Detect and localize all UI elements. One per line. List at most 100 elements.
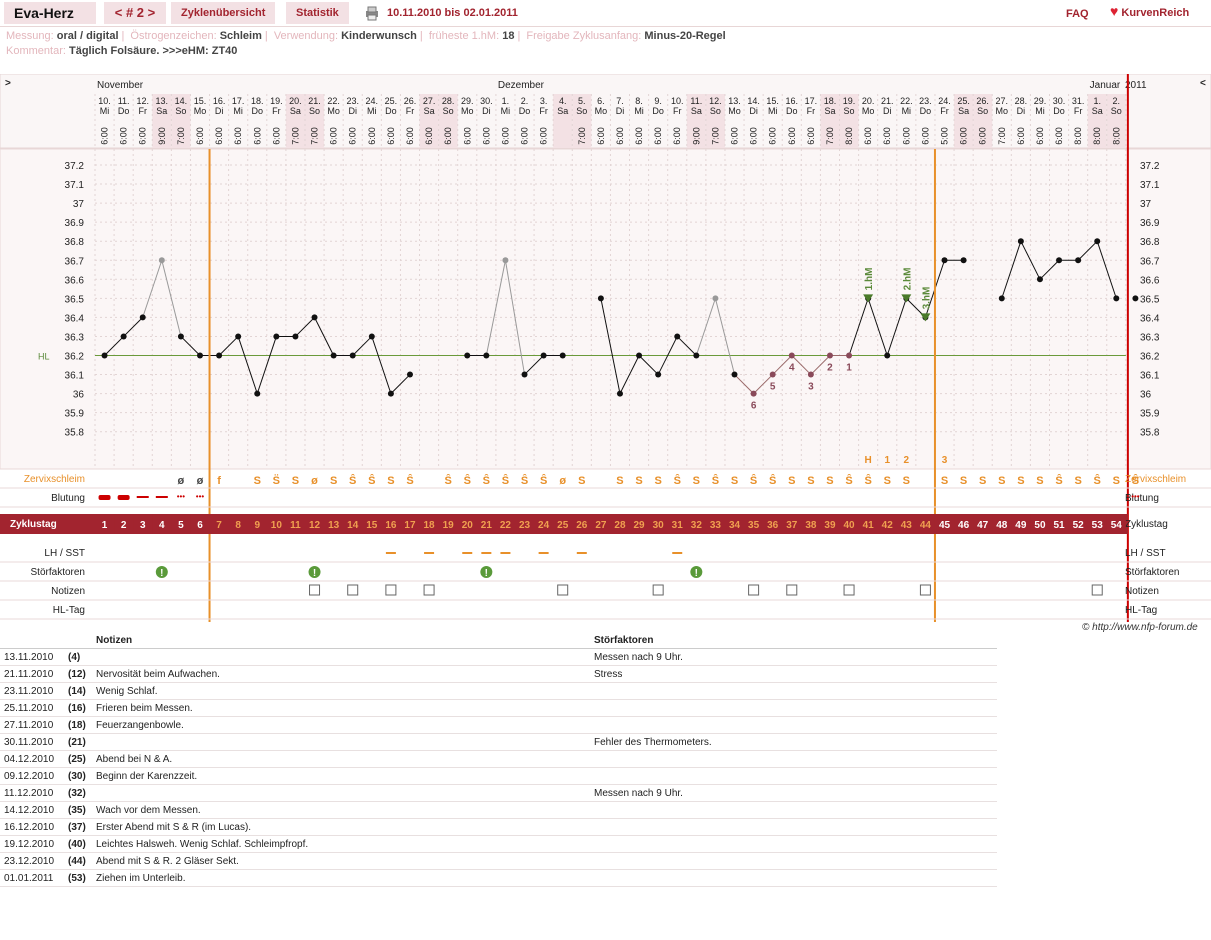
measure-time: 6:00: [749, 127, 759, 145]
weekend-shade: [1106, 94, 1126, 148]
day-weekday: Mi: [367, 106, 377, 116]
note-stoer: [590, 767, 997, 785]
cycle-day-number: 23: [519, 520, 531, 531]
measure-time: 6:00: [271, 127, 281, 145]
y-tick-left: 36.3: [65, 332, 85, 343]
disturbance-icon[interactable]: [690, 566, 703, 578]
note-icon[interactable]: [748, 584, 760, 596]
note-text: Abend bei N & A.: [92, 750, 590, 768]
cervix-value: Ŝ: [674, 474, 681, 487]
day-date: 10.: [671, 96, 684, 106]
day-weekday: Mo: [194, 106, 207, 116]
cycle-day-number: 33: [710, 520, 722, 531]
note-icon[interactable]: [385, 584, 397, 596]
y-tick-left: 37.2: [65, 161, 85, 172]
weekend-shade: [152, 94, 172, 148]
note-icon[interactable]: [309, 584, 321, 596]
tab-zyklenuebersicht[interactable]: Zyklenübersicht: [171, 2, 276, 24]
note-stoer: [590, 682, 997, 700]
print-icon[interactable]: [364, 5, 380, 27]
day-date: 11.: [690, 96, 702, 106]
day-weekday: Mi: [100, 106, 110, 116]
weekend-shade: [438, 94, 458, 148]
cervix-value: S: [979, 475, 986, 487]
lower-six-number: 1: [846, 363, 852, 374]
table-row: 16.12.2010 (37) Erster Abend mit S & R (im…: [0, 818, 997, 836]
lh-test-mark: [672, 552, 683, 554]
note-text: Wach vor dem Messen.: [92, 801, 590, 819]
note-text: Frieren beim Messen.: [92, 699, 590, 717]
meta-value: 18: [502, 30, 515, 42]
weekend-shade: [419, 94, 439, 148]
cervix-value: S: [731, 475, 738, 487]
date-range: 10.11.2010 bis 02.01.2011: [387, 7, 518, 19]
temp-point: [311, 314, 318, 321]
note-icon[interactable]: [557, 584, 569, 596]
day-date: 29.: [461, 96, 474, 106]
day-weekday: Mi: [501, 106, 511, 116]
cycle-day-cell: [95, 514, 115, 534]
cervix-value: S: [941, 475, 948, 487]
note-icon[interactable]: [347, 584, 359, 596]
note-icon[interactable]: [652, 584, 664, 596]
day-date: 30.: [1053, 96, 1066, 106]
disturbance-icon[interactable]: [155, 566, 168, 578]
note-cycle-day: (14): [64, 682, 92, 700]
scroll-right-button[interactable]: <: [1200, 78, 1206, 89]
day-date: 7.: [616, 96, 624, 106]
cervix-value: S: [960, 475, 967, 487]
logo[interactable]: ♥ KurvenReich: [1110, 3, 1189, 19]
y-tick-right: 36.8: [1140, 237, 1160, 248]
y-tick-left: 36.6: [65, 275, 85, 286]
day-date: 16.: [786, 96, 799, 106]
lh-test-mark: [424, 552, 435, 554]
high-mark-triangle: [863, 294, 874, 303]
note-date: 09.12.2010: [0, 767, 64, 785]
cycle-day-number: 51: [1053, 520, 1065, 531]
coverline-label: HL: [38, 352, 50, 362]
measure-time: 8:00: [1073, 127, 1083, 145]
meta-value: oral / digital: [56, 30, 119, 42]
meta-value: Kinderwunsch: [341, 30, 417, 42]
note-icon[interactable]: [919, 584, 931, 596]
day-weekday: Mo: [595, 106, 608, 116]
lh-test-mark: [538, 552, 549, 554]
day-date: 10.: [98, 96, 111, 106]
note-icon[interactable]: [1091, 584, 1103, 596]
faq-link[interactable]: FAQ: [1066, 8, 1089, 20]
cervix-value: Ŝ: [464, 474, 471, 487]
y-tick-right: 36.9: [1140, 218, 1160, 229]
cycle-day-number: 35: [748, 520, 760, 531]
scroll-left-button[interactable]: >: [5, 78, 11, 89]
temp-point: [139, 314, 146, 321]
cervix-value: S: [616, 475, 623, 487]
day-date: 23.: [919, 96, 932, 106]
disturbance-icon[interactable]: [480, 566, 493, 578]
measure-time: 6:00: [863, 127, 873, 145]
cycle-day-number: 50: [1034, 520, 1046, 531]
day-weekday: So: [576, 106, 587, 116]
cycle-day-number: 20: [462, 520, 474, 531]
note-stoer: Messen nach 9 Uhr.: [590, 784, 997, 802]
row-label-lh: LH / SST: [44, 548, 85, 559]
tab-statistik[interactable]: Statistik: [286, 2, 349, 24]
day-weekday: Do: [118, 106, 130, 116]
cycle-day-number: 49: [1015, 520, 1027, 531]
day-weekday: Sa: [290, 106, 301, 116]
note-icon[interactable]: [423, 584, 435, 596]
cycle-nav-button[interactable]: < # 2 >: [104, 2, 166, 24]
temp-line-segment: [237, 336, 258, 394]
note-icon[interactable]: [786, 584, 798, 596]
temp-point: [464, 352, 471, 359]
disturbance-icon[interactable]: [308, 566, 321, 578]
high-mark-label: 3.hM: [921, 287, 932, 310]
cervix-value: S: [387, 475, 394, 487]
app-title: Eva-Herz: [4, 2, 96, 24]
day-date: 11.: [118, 96, 130, 106]
table-row: 13.11.2010 (4) Messen nach 9 Uhr.: [0, 648, 997, 666]
cycle-day-cell: [133, 514, 153, 534]
note-icon[interactable]: [843, 584, 855, 596]
cycle-day-number: 32: [691, 520, 703, 531]
day-weekday: Fr: [1074, 106, 1083, 116]
cycle-day-number: 41: [863, 520, 875, 531]
